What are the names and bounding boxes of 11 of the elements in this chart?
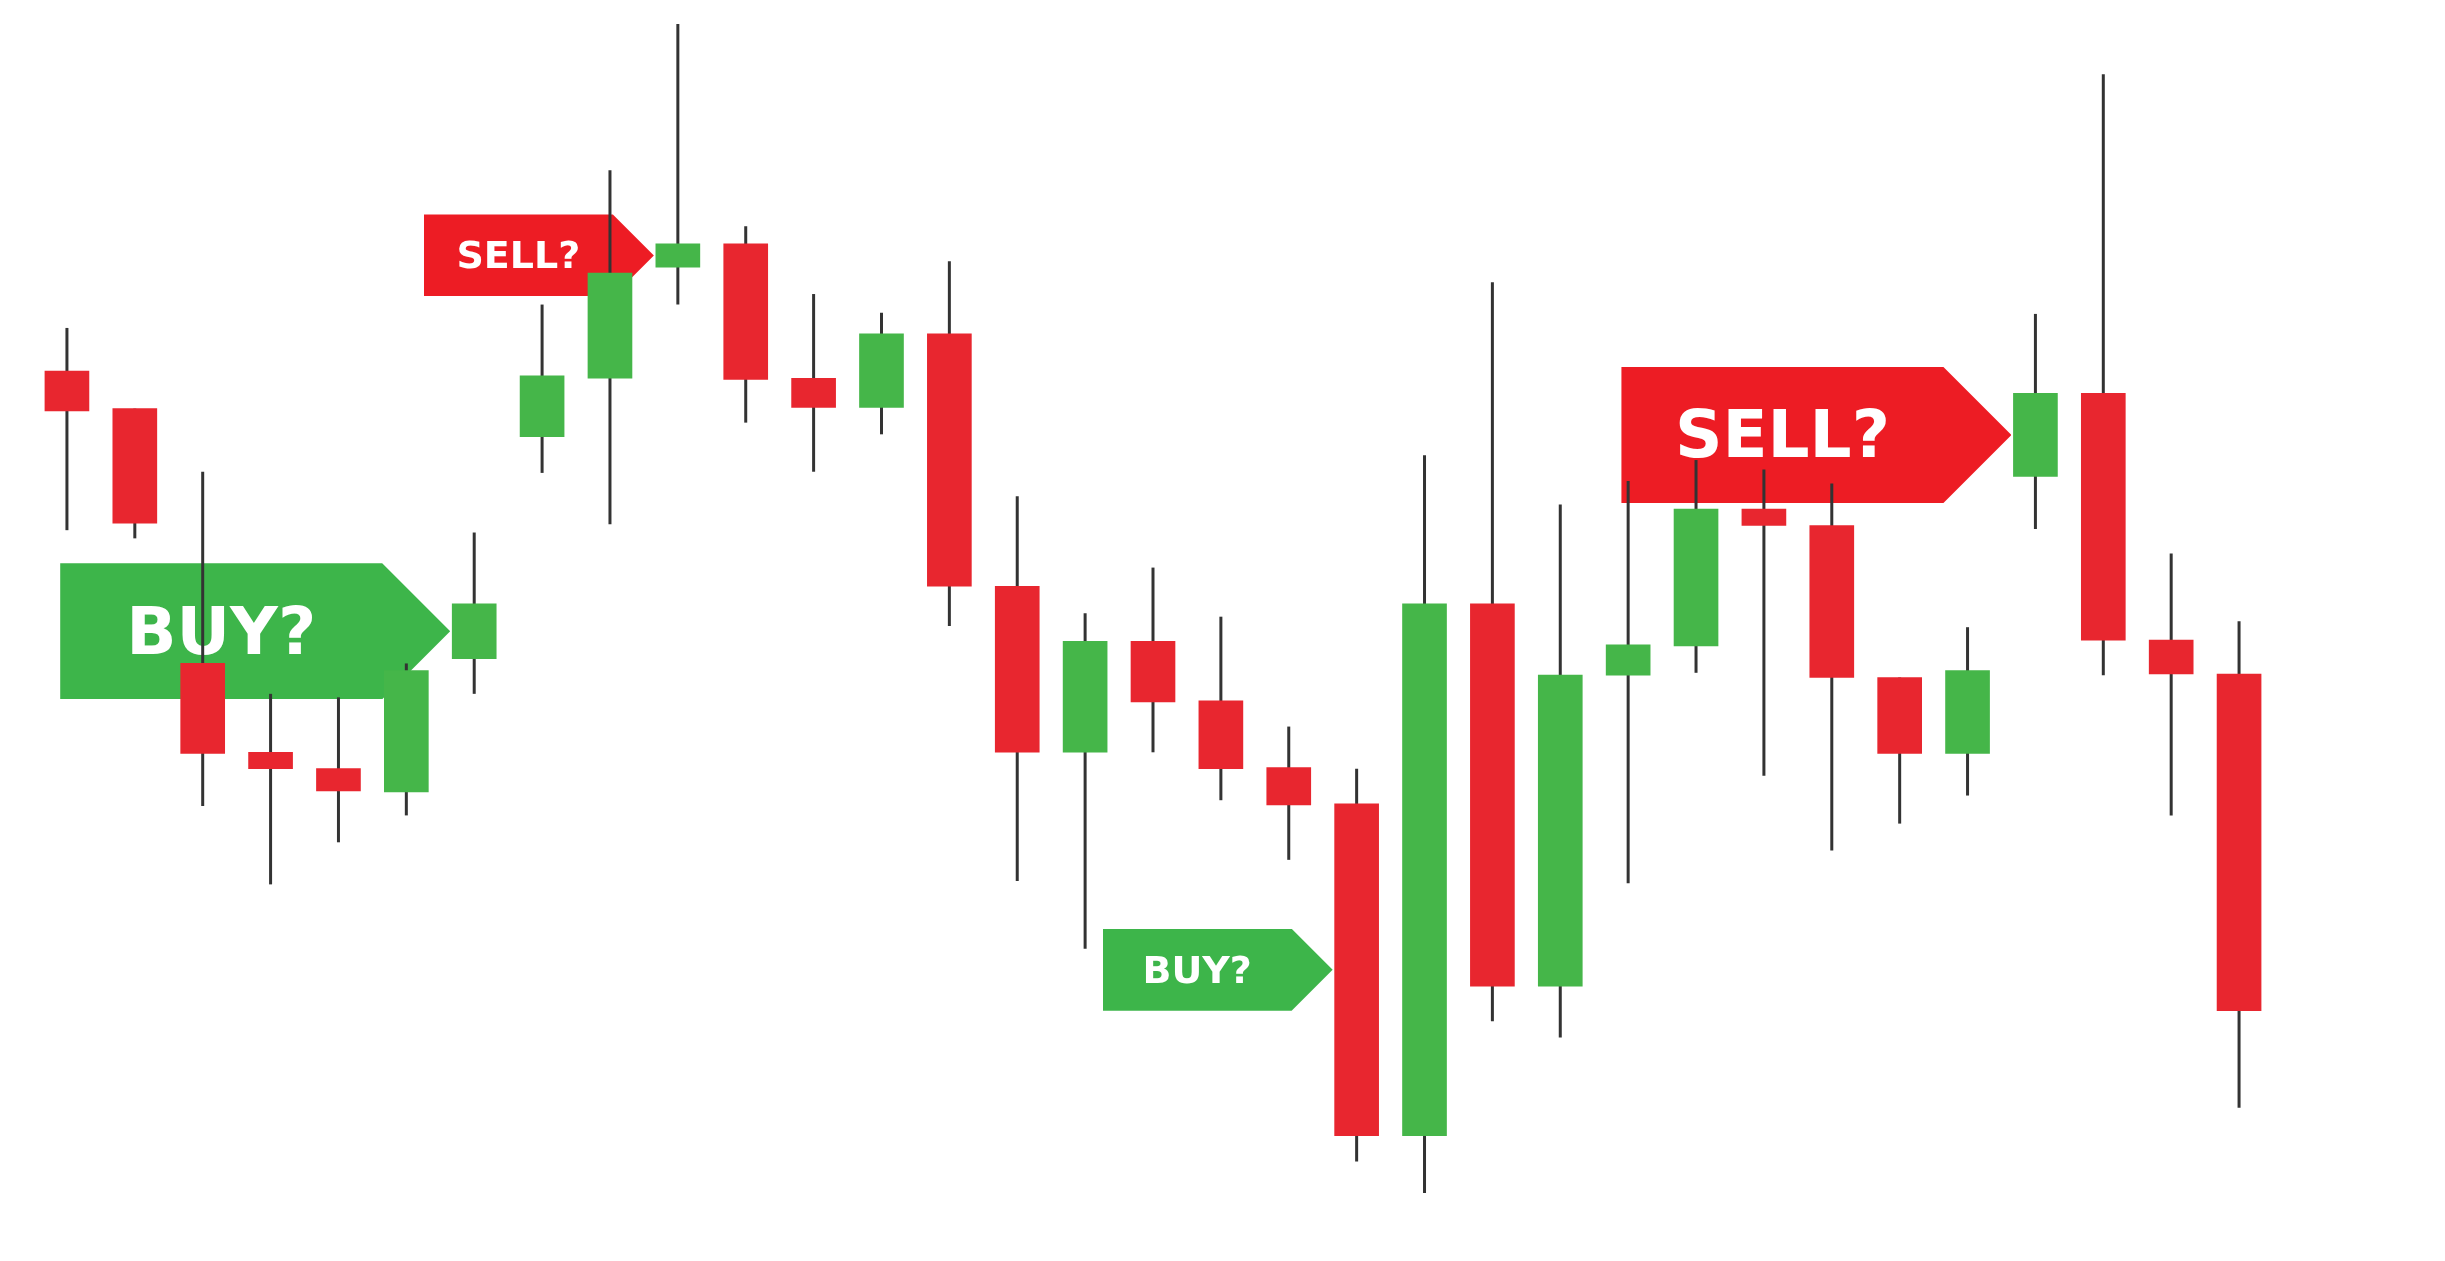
arrow-tag: SELL? <box>1621 366 2012 503</box>
candlestick <box>655 24 701 305</box>
annotation: BUY? <box>1142 947 1252 992</box>
candlestick <box>1605 481 1651 885</box>
candlestick <box>1741 469 1787 776</box>
annotation: SELL? <box>1674 396 1890 474</box>
arrow-tag: BUY? <box>1102 928 1333 1011</box>
annotation: SELL? <box>456 233 581 278</box>
candlestick <box>248 692 293 885</box>
candlestick <box>2148 553 2194 816</box>
arrow-tag: SELL? <box>423 214 654 297</box>
